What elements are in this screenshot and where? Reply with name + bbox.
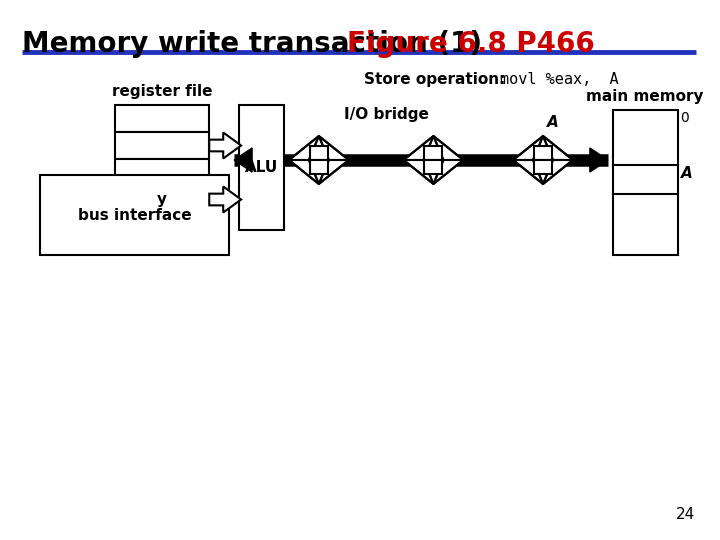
- Polygon shape: [513, 136, 543, 160]
- Text: Memory write transaction (1): Memory write transaction (1): [22, 30, 482, 58]
- Bar: [114, 105, 210, 132]
- Text: Figure 6.8 P466: Figure 6.8 P466: [347, 30, 595, 58]
- Polygon shape: [210, 186, 241, 213]
- Text: 0: 0: [680, 111, 689, 125]
- Bar: [114, 213, 210, 240]
- Polygon shape: [403, 160, 433, 184]
- Polygon shape: [289, 160, 319, 184]
- Polygon shape: [433, 136, 464, 160]
- Polygon shape: [234, 148, 252, 172]
- Text: I/O bridge: I/O bridge: [343, 107, 428, 122]
- Bar: [310, 160, 328, 174]
- Text: main memory: main memory: [587, 89, 704, 104]
- Text: y: y: [157, 192, 167, 207]
- Bar: [425, 146, 442, 160]
- Polygon shape: [433, 160, 464, 184]
- Text: %eax: %eax: [63, 192, 109, 207]
- Polygon shape: [210, 132, 241, 159]
- Text: movl %eax,  A: movl %eax, A: [500, 72, 618, 87]
- Bar: [613, 110, 678, 255]
- Bar: [534, 160, 552, 174]
- Bar: [534, 146, 552, 160]
- Bar: [114, 159, 210, 186]
- Bar: [310, 146, 328, 160]
- Text: bus interface: bus interface: [78, 207, 192, 222]
- Polygon shape: [543, 160, 573, 184]
- Polygon shape: [289, 136, 319, 160]
- Polygon shape: [319, 136, 348, 160]
- Text: ALU: ALU: [245, 160, 278, 175]
- Bar: [239, 105, 284, 230]
- Bar: [114, 186, 210, 213]
- Text: register file: register file: [112, 84, 212, 99]
- Polygon shape: [513, 160, 543, 184]
- Text: A: A: [680, 166, 693, 181]
- Polygon shape: [590, 148, 608, 172]
- Polygon shape: [543, 136, 573, 160]
- Polygon shape: [319, 160, 348, 184]
- Bar: [114, 132, 210, 159]
- Bar: [425, 160, 442, 174]
- Bar: [40, 175, 229, 255]
- Text: A: A: [547, 115, 559, 130]
- Text: Store operation:: Store operation:: [364, 72, 505, 87]
- Polygon shape: [403, 136, 433, 160]
- Text: 24: 24: [676, 507, 696, 522]
